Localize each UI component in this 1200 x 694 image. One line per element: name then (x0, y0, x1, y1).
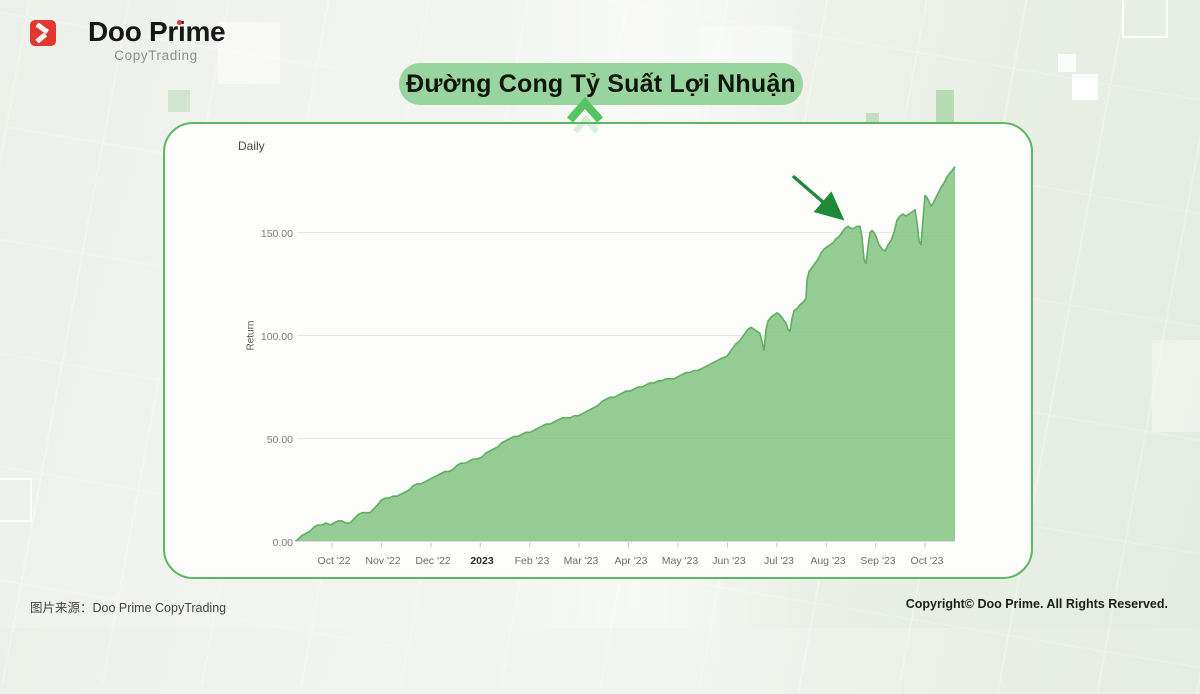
background-square (168, 90, 190, 112)
background-square (1058, 54, 1076, 72)
x-tick-label: Oct '23 (910, 555, 944, 567)
background-square-outline (1122, 0, 1168, 38)
chevron-up-ghost-icon (573, 115, 599, 134)
brand-name: Doo Prime (88, 16, 226, 47)
background-candle-bar (936, 90, 954, 123)
title-banner-text: Đường Cong Tỷ Suất Lợi Nhuận (406, 69, 796, 98)
background-square (218, 22, 280, 84)
y-tick-label: 150.00 (260, 228, 293, 240)
chart-frequency-label: Daily (238, 139, 265, 153)
annotation-arrow (792, 175, 845, 221)
image-source-credit: 图片来源：Doo Prime CopyTrading (30, 601, 227, 615)
x-tick-label: Dec '22 (415, 555, 451, 567)
background-square (1152, 340, 1200, 432)
x-axis-ticks (331, 542, 926, 548)
return-curve-svg (294, 166, 956, 548)
copyright-notice: Copyright© Doo Prime. All Rights Reserve… (905, 597, 1168, 611)
y-tick-label: 100.00 (260, 331, 293, 343)
x-tick-label: Oct '22 (317, 555, 351, 567)
y-tick-label: 50.00 (266, 434, 293, 446)
brand-i-dot (177, 20, 182, 25)
background-square-outline (0, 478, 32, 522)
brand-subtitle: CopyTrading (114, 48, 198, 63)
x-tick-label: Aug '23 (810, 555, 846, 567)
x-tick-label: Sep '23 (860, 555, 896, 567)
area-fill (295, 166, 955, 542)
return-curve-card: Daily Return 0.00 50.00 100.00 150.00 Oct '… (163, 122, 1033, 579)
background-square (1072, 74, 1098, 100)
x-tick-label: Nov '22 (365, 555, 401, 567)
y-tick-label: 0.00 (272, 537, 293, 549)
doo-prime-logo-icon (30, 20, 56, 46)
